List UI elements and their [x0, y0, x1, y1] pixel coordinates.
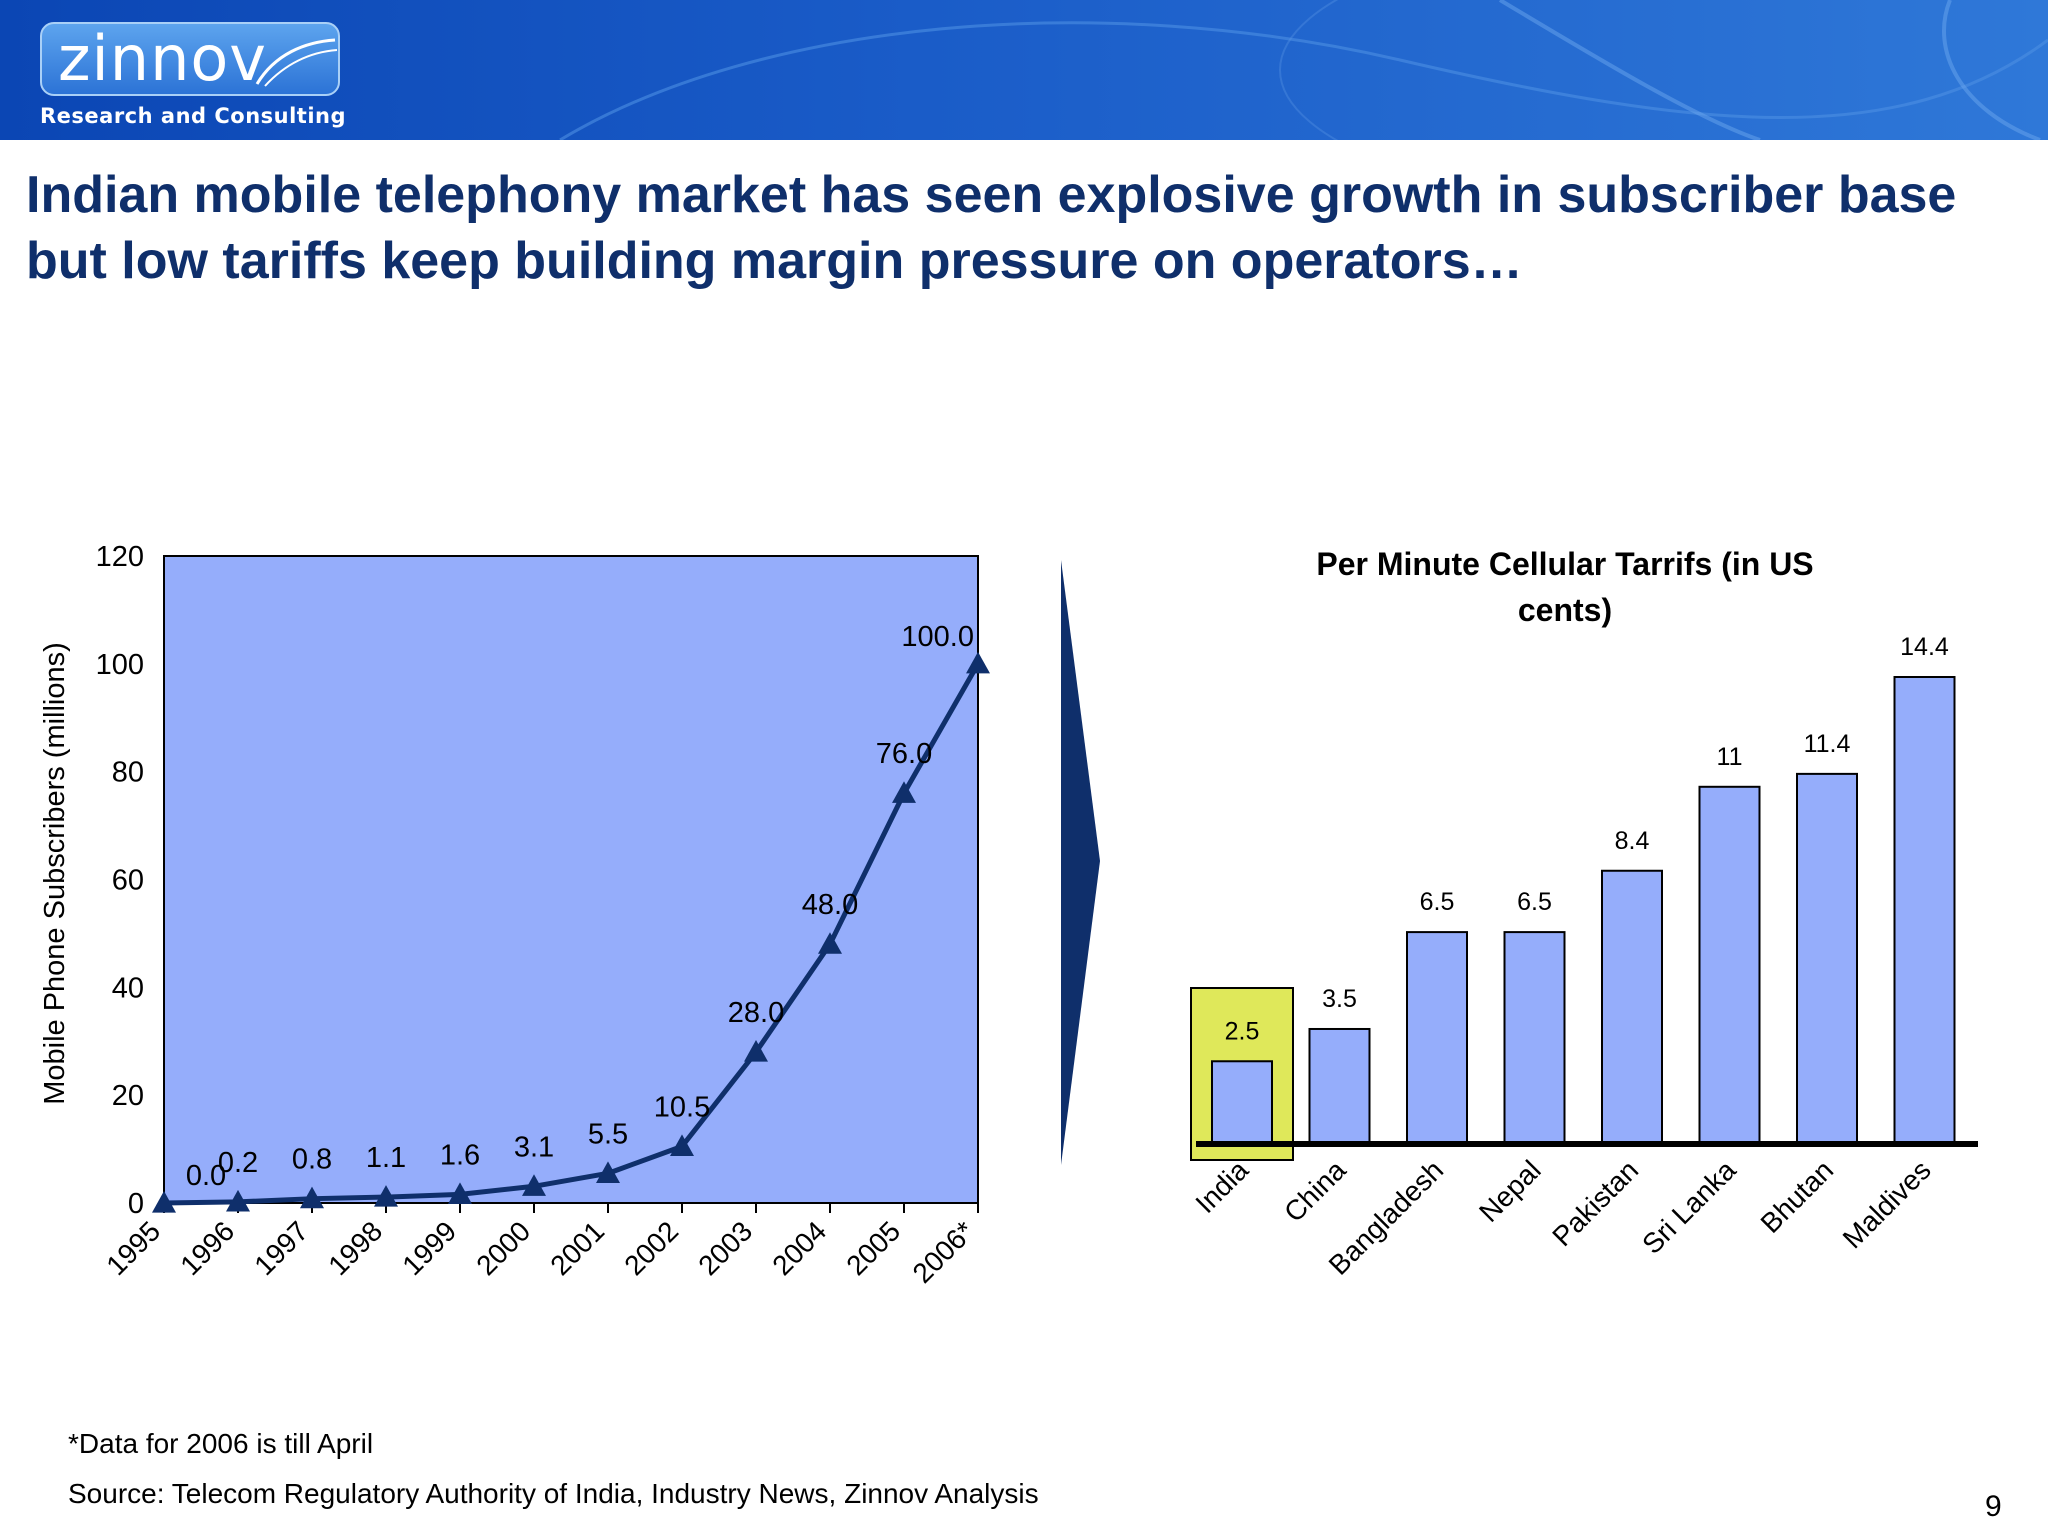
line-chart-data-label: 0.2 [218, 1147, 258, 1179]
footnote-2006: *Data for 2006 is till April [68, 1428, 374, 1459]
bar-data-label: 11.4 [1804, 730, 1851, 758]
banner-swoosh-decoration [559, 0, 2048, 140]
tariff-bar [1406, 931, 1468, 1143]
line-chart-marker [966, 651, 990, 674]
page-number: 9 [1985, 1490, 2002, 1523]
line-chart-data-label: 1.1 [366, 1142, 406, 1174]
line-chart-y-tick-label: 20 [112, 1080, 144, 1112]
line-chart-marker [744, 1040, 768, 1062]
bar-category-label: Sri Lanka [1636, 1154, 1742, 1260]
line-chart-data-label: 0.8 [292, 1144, 332, 1176]
bar-data-label: 3.5 [1322, 985, 1357, 1013]
bar-category-label: Maldives [1837, 1154, 1937, 1254]
subscribers-series-line [163, 662, 981, 1206]
tariff-bar [1893, 676, 1956, 1143]
line-chart-data-label: 5.5 [588, 1118, 628, 1150]
line-chart-data-label: 76.0 [876, 738, 932, 770]
bar-chart-title-line-2: cents) [1518, 592, 1612, 628]
line-chart-x-tick-label: 2000 [470, 1215, 536, 1281]
line-chart-y-axis-label: Mobile Phone Subscribers (millions) [39, 642, 71, 1105]
line-chart-marker [152, 1191, 176, 1213]
line-chart-x-tick-label: 1999 [396, 1215, 462, 1281]
line-chart-data-label: 100.0 [901, 621, 974, 653]
line-chart-x-tick-label: 1997 [248, 1215, 314, 1281]
line-chart-y-tick-label: 100 [96, 649, 144, 681]
line-chart-x-tick-label: 1996 [174, 1215, 240, 1281]
bar-category-label: Bhutan [1755, 1154, 1840, 1239]
subscribers-line-chart: 0 20 40 60 80 100 120 1995 1996 1997 1998 1999 2000… [39, 541, 990, 1289]
line-chart-marker [522, 1174, 546, 1196]
line-chart-plot-area [163, 555, 979, 1204]
logo-text: zinnov [58, 22, 267, 95]
line-chart-marker [818, 932, 842, 954]
bar-data-label: 11 [1717, 743, 1743, 771]
bar-data-label: 6.5 [1420, 888, 1455, 916]
logo-swoosh-icon [255, 38, 338, 87]
line-chart-x-tick-label: 2006* [907, 1215, 981, 1289]
line-chart-y-tick-label: 0 [128, 1188, 144, 1220]
logo-subtitle: Research and Consulting [40, 104, 347, 128]
line-chart-marker [892, 781, 916, 803]
line-chart-y-tick-label: 80 [112, 757, 144, 789]
header-banner: zinnov Research and Consulting [0, 0, 2048, 140]
tariff-bar [1308, 1027, 1371, 1143]
tariff-bar [1211, 1060, 1273, 1143]
line-chart-data-label: 1.6 [440, 1139, 480, 1171]
line-chart-x-tick-label: 2004 [766, 1215, 832, 1281]
line-chart-x-tick-label: 2003 [692, 1215, 758, 1281]
line-chart-data-label: 0.0 [186, 1160, 226, 1192]
bar-data-label: 2.5 [1225, 1017, 1260, 1045]
bar-category-label: China [1278, 1154, 1352, 1228]
tariff-bar [1601, 869, 1663, 1143]
bar-data-label: 6.5 [1517, 888, 1552, 916]
bar-category-label: Pakistan [1546, 1154, 1644, 1252]
tariff-bar [1796, 772, 1858, 1143]
line-chart-marker [448, 1182, 472, 1204]
line-chart-y-tick-label: 40 [112, 972, 144, 1004]
tariffs-bar-chart: Per Minute Cellular Tarrifs (in US cents… [1189, 546, 1978, 1281]
line-chart-y-tick-label: 120 [96, 541, 144, 573]
line-chart-x-tick-label: 2005 [840, 1215, 906, 1281]
bar-category-label: India [1189, 1154, 1254, 1219]
line-chart-data-label: 28.0 [728, 997, 784, 1029]
line-chart-x-tick-label: 1998 [322, 1215, 388, 1281]
line-chart-y-tick-label: 60 [112, 865, 144, 897]
bar-category-label: Nepal [1473, 1154, 1547, 1228]
line-chart-marker [300, 1186, 324, 1209]
line-chart-data-label: 10.5 [654, 1091, 710, 1123]
bar-chart-title-line-1: Per Minute Cellular Tarrifs (in US [1316, 546, 1813, 582]
bar-data-label: 14.4 [1900, 633, 1949, 661]
line-chart-marker [596, 1161, 620, 1183]
slide-title: Indian mobile telephony market has seen … [26, 166, 1957, 290]
line-chart-x-tick-label: 2002 [618, 1215, 684, 1281]
line-chart-marker [374, 1185, 398, 1207]
line-chart-marker [670, 1134, 694, 1156]
tariff-bar [1698, 785, 1761, 1143]
line-chart-data-label: 48.0 [802, 889, 858, 921]
bar-data-label: 8.4 [1615, 827, 1650, 855]
tariff-bar [1503, 931, 1566, 1143]
line-chart-data-label: 3.1 [514, 1131, 554, 1163]
source-note: Source: Telecom Regulatory Authority of … [68, 1478, 1039, 1509]
line-chart-x-tick-label: 1995 [100, 1215, 166, 1281]
right-arrow-divider-icon [1061, 560, 1100, 1165]
line-chart-x-tick-label: 2001 [544, 1215, 610, 1281]
logo-badge [40, 22, 340, 96]
line-chart-marker [226, 1189, 250, 1212]
